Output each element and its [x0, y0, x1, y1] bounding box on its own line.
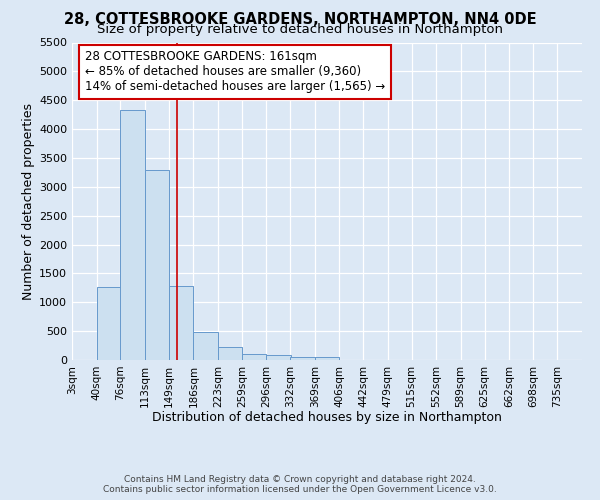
Bar [169, 286, 193, 360]
Bar [97, 286, 121, 360]
Bar [266, 356, 291, 360]
Bar [193, 332, 218, 360]
Y-axis label: Number of detached properties: Number of detached properties [22, 103, 35, 300]
Bar [121, 110, 145, 360]
Text: Size of property relative to detached houses in Northampton: Size of property relative to detached ho… [97, 22, 503, 36]
Text: Contains HM Land Registry data © Crown copyright and database right 2024.
Contai: Contains HM Land Registry data © Crown c… [103, 474, 497, 494]
Text: 28 COTTESBROOKE GARDENS: 161sqm
← 85% of detached houses are smaller (9,360)
14%: 28 COTTESBROOKE GARDENS: 161sqm ← 85% of… [85, 50, 385, 94]
Bar [145, 170, 169, 360]
Bar [218, 348, 242, 360]
Bar [315, 356, 339, 360]
X-axis label: Distribution of detached houses by size in Northampton: Distribution of detached houses by size … [152, 411, 502, 424]
Bar [242, 354, 266, 360]
Bar [290, 356, 315, 360]
Text: 28, COTTESBROOKE GARDENS, NORTHAMPTON, NN4 0DE: 28, COTTESBROOKE GARDENS, NORTHAMPTON, N… [64, 12, 536, 28]
